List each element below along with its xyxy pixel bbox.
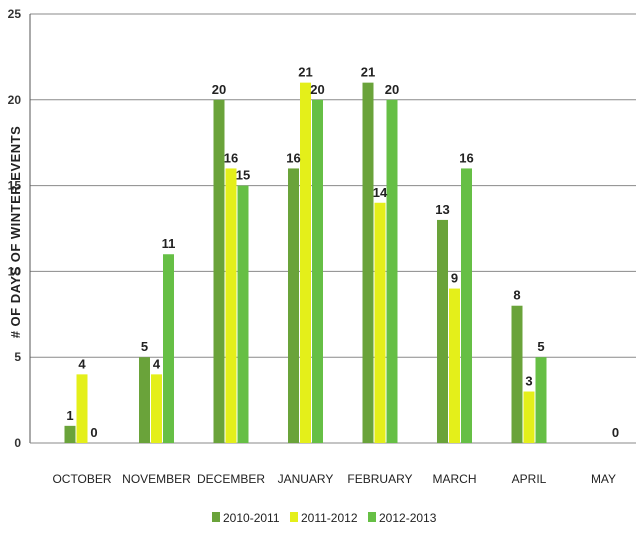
bar-2010-2011 [139, 357, 150, 443]
y-tick-label: 25 [8, 7, 22, 21]
category-labels: OCTOBER NOVEMBER DECEMBER JANUARY FEBRUARY MA… [52, 472, 616, 486]
data-label: 20 [385, 82, 399, 97]
category-label: OCTOBER [52, 472, 111, 486]
data-label: 16 [459, 150, 473, 165]
data-label: 15 [236, 168, 250, 183]
gridlines [30, 13, 636, 358]
y-axis-ticks: 0 5 10 15 20 25 [8, 7, 22, 450]
bar-2012-2013 [535, 357, 547, 443]
data-label: 9 [451, 271, 458, 286]
bars [64, 82, 547, 444]
bar-2011-2012 [300, 82, 311, 443]
category-label: DECEMBER [197, 472, 265, 486]
data-label: 0 [90, 425, 97, 440]
data-label: 16 [224, 150, 238, 165]
data-label: 21 [298, 65, 312, 80]
bar-2010-2011 [213, 99, 225, 444]
bar-2011-2012 [225, 168, 237, 443]
data-label: 5 [141, 339, 148, 354]
bar-2012-2013 [386, 99, 398, 444]
y-tick-label: 0 [14, 436, 21, 450]
data-label: 3 [525, 374, 532, 389]
y-tick-label: 20 [8, 93, 22, 107]
y-axis-label: # OF DAYS OF WINTER EVENTS [8, 126, 23, 339]
legend-label: 2012-2013 [379, 511, 437, 525]
bar-2010-2011 [511, 305, 523, 443]
data-label: 20 [212, 82, 226, 97]
data-label: 5 [537, 339, 544, 354]
bar-2010-2011 [362, 82, 374, 443]
bar-2011-2012 [76, 374, 88, 443]
category-label: JANUARY [278, 472, 334, 486]
bar-2010-2011 [64, 425, 76, 443]
legend-label: 2010-2011 [223, 511, 280, 525]
y-tick-label: 5 [14, 350, 21, 364]
y-tick-label: 10 [8, 264, 22, 278]
data-label: 11 [162, 236, 176, 251]
bar-2010-2011 [288, 168, 299, 443]
category-label: FEBRUARY [347, 472, 412, 486]
data-label: 21 [361, 65, 375, 80]
bar-2010-2011 [437, 219, 448, 443]
data-label: 8 [513, 288, 520, 303]
category-label: APRIL [512, 472, 547, 486]
bar-2011-2012 [523, 391, 535, 443]
bar-2012-2013 [237, 185, 249, 443]
data-label: 13 [435, 202, 449, 217]
legend-swatch [368, 512, 376, 522]
data-label: 1 [66, 408, 73, 423]
legend-swatch [212, 512, 220, 522]
bar-2011-2012 [449, 288, 460, 443]
data-label: 16 [286, 150, 300, 165]
category-label: MARCH [433, 472, 477, 486]
data-label: 0 [612, 425, 619, 440]
data-label: 4 [78, 356, 86, 371]
data-label: 4 [153, 356, 161, 371]
legend-label: 2011-2012 [301, 511, 358, 525]
bar-2012-2013 [312, 99, 323, 444]
data-label: 14 [373, 185, 388, 200]
legend-swatch [290, 512, 298, 522]
bar-2012-2013 [461, 168, 472, 443]
bar-2011-2012 [374, 202, 386, 443]
legend: 2010-2011 2011-2012 2012-2013 [212, 511, 437, 525]
category-label: MAY [591, 472, 616, 486]
category-label: NOVEMBER [122, 472, 191, 486]
y-tick-label: 15 [8, 179, 22, 193]
data-label: 20 [310, 82, 324, 97]
bar-2011-2012 [151, 374, 162, 443]
bar-2012-2013 [163, 254, 174, 443]
